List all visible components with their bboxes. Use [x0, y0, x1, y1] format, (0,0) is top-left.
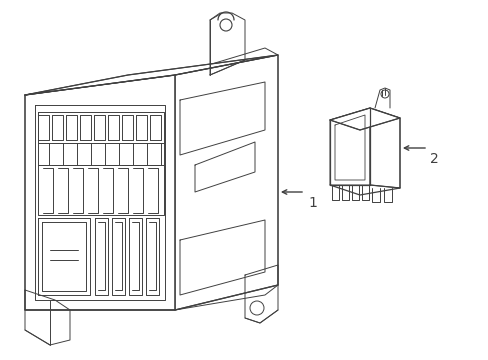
Polygon shape: [329, 108, 369, 185]
Text: 1: 1: [307, 196, 316, 210]
Polygon shape: [329, 108, 399, 130]
Polygon shape: [369, 108, 399, 188]
Polygon shape: [25, 75, 175, 310]
Polygon shape: [25, 55, 278, 95]
Text: 2: 2: [429, 152, 438, 166]
Polygon shape: [175, 48, 278, 310]
